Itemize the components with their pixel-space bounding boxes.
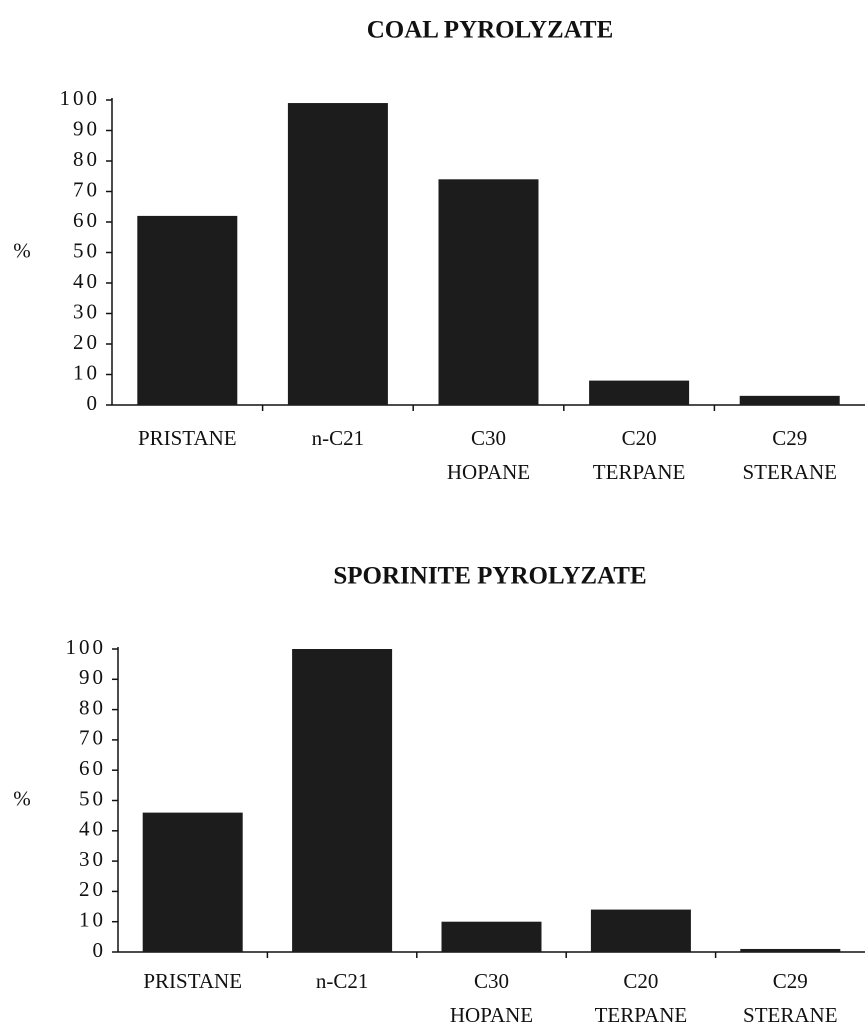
- y-tick-label: 80: [79, 695, 106, 719]
- y-tick-label: 40: [73, 269, 100, 293]
- y-tick-label: 0: [87, 391, 101, 415]
- bar: [287, 103, 388, 406]
- y-tick-label: 40: [79, 817, 106, 841]
- y-tick-label: 50: [79, 786, 106, 810]
- x-tick-label: n-C21: [312, 426, 365, 450]
- x-tick-label: HOPANE: [450, 1003, 533, 1026]
- y-tick-label: 100: [60, 86, 101, 110]
- bar: [142, 812, 243, 952]
- x-tick-label: C30: [474, 969, 509, 993]
- x-tick-label: PRISTANE: [138, 426, 237, 450]
- chart-title: COAL PYROLYZATE: [367, 17, 614, 44]
- y-tick-label: 80: [73, 147, 100, 171]
- x-tick-label: C30: [471, 426, 506, 450]
- y-tick-label: 60: [79, 756, 106, 780]
- bar: [590, 909, 691, 952]
- y-tick-label: 20: [73, 330, 100, 354]
- bar: [441, 921, 542, 952]
- y-tick-label: 30: [79, 847, 106, 871]
- bar: [438, 179, 539, 405]
- chart-title: SPORINITE PYROLYZATE: [333, 563, 646, 590]
- x-tick-label: TERPANE: [595, 1003, 688, 1026]
- bar: [589, 380, 690, 405]
- y-tick-label: 30: [73, 299, 100, 323]
- x-tick-label: C29: [772, 426, 807, 450]
- bar: [739, 395, 840, 405]
- y-tick-label: 0: [93, 938, 107, 962]
- y-tick-label: 90: [73, 116, 100, 140]
- y-tick-label: 70: [73, 177, 100, 201]
- x-tick-label: PRISTANE: [143, 969, 242, 993]
- y-tick-label: 10: [79, 908, 106, 932]
- bar: [740, 948, 841, 952]
- bar: [137, 215, 238, 405]
- x-tick-label: C20: [622, 426, 657, 450]
- y-tick-label: 90: [79, 665, 106, 689]
- x-tick-label: STERANE: [742, 460, 837, 484]
- y-tick-label: 20: [79, 877, 106, 901]
- x-tick-label: n-C21: [316, 969, 369, 993]
- x-tick-label: HOPANE: [447, 460, 530, 484]
- y-tick-label: 70: [79, 726, 106, 750]
- x-tick-label: STERANE: [743, 1003, 838, 1026]
- y-axis-label: %: [13, 238, 31, 262]
- y-tick-label: 100: [66, 635, 107, 659]
- y-tick-label: 50: [73, 238, 100, 262]
- x-tick-label: C20: [623, 969, 658, 993]
- y-tick-label: 10: [73, 360, 100, 384]
- x-tick-label: TERPANE: [593, 460, 686, 484]
- y-axis-label: %: [13, 786, 31, 810]
- y-tick-label: 60: [73, 208, 100, 232]
- x-tick-label: C29: [773, 969, 808, 993]
- bar: [292, 649, 393, 952]
